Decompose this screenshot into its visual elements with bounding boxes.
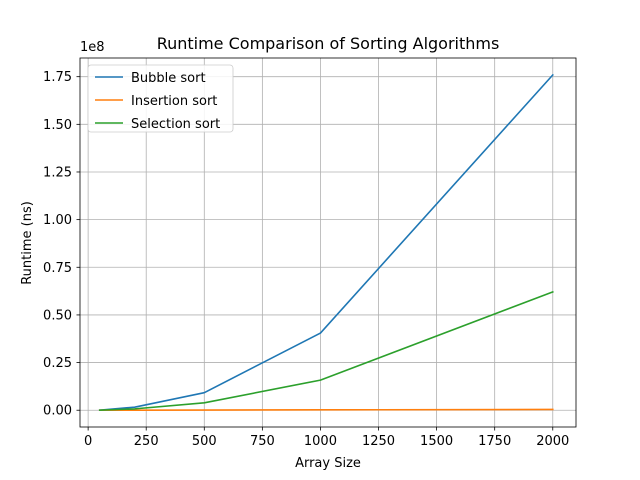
legend-entry-label: Insertion sort	[131, 94, 217, 109]
y-tick-label: 1.00	[43, 213, 72, 228]
axes-frame	[79, 57, 577, 428]
x-tick-label: 750	[250, 434, 275, 449]
plot-area	[98, 73, 554, 412]
legend-entry-label: Selection sort	[131, 117, 220, 132]
x-tick-label: 1250	[362, 434, 395, 449]
x-tick-label: 500	[192, 434, 217, 449]
y-axis-offset-text: 1e8	[80, 40, 105, 55]
legend-box	[87, 64, 234, 133]
y-tick-label: 0.50	[43, 308, 72, 323]
x-axis-label: Array Size	[295, 456, 361, 471]
y-tick-label: 0.75	[43, 261, 72, 276]
chart-title: Runtime Comparison of Sorting Algorithms	[157, 34, 500, 53]
y-tick-label: 1.25	[43, 165, 72, 180]
x-tick-label: 1000	[304, 434, 337, 449]
legend: Bubble sort Insertion sort Selection sort	[87, 64, 234, 133]
y-tick-label: 0.00	[43, 404, 72, 419]
x-tick-label: 250	[134, 434, 159, 449]
x-tick-label: 0	[84, 434, 92, 449]
legend-entry-label: Bubble sort	[131, 71, 206, 86]
y-tick-label: 1.75	[43, 70, 72, 85]
y-tick-label: 0.25	[43, 356, 72, 371]
y-axis-label: Runtime (ns)	[20, 201, 35, 285]
y-tick-label: 1.50	[43, 118, 72, 133]
series-line-insertion-sort	[98, 408, 554, 412]
x-tick-label: 2000	[536, 434, 569, 449]
x-tick-label: 1750	[478, 434, 511, 449]
x-tick-label: 1500	[420, 434, 453, 449]
